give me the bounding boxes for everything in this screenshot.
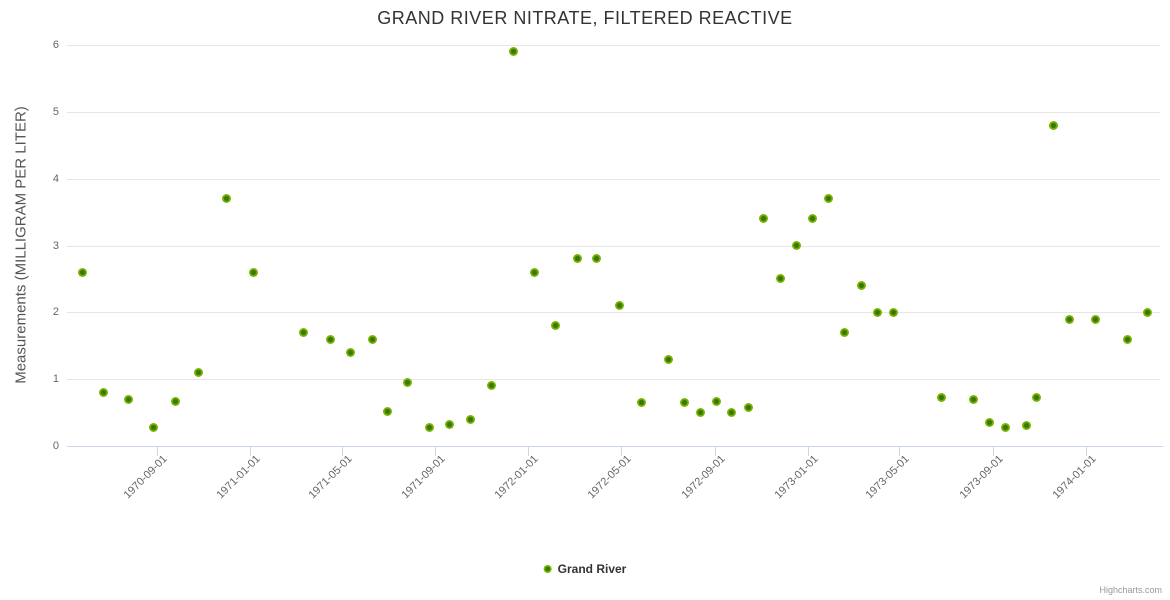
data-point[interactable]: [77, 267, 87, 277]
x-axis-tick: [435, 447, 436, 456]
data-point[interactable]: [1022, 421, 1032, 431]
data-point[interactable]: [775, 274, 785, 284]
x-axis-line: [67, 446, 1163, 447]
data-point[interactable]: [1090, 314, 1100, 324]
data-point[interactable]: [249, 267, 259, 277]
data-point[interactable]: [888, 307, 898, 317]
x-axis-tick: [993, 447, 994, 456]
legend-marker-icon: [543, 565, 552, 573]
data-point[interactable]: [823, 194, 833, 204]
x-axis-label: 1974-01-01: [1050, 453, 1099, 502]
x-axis-label: 1973-05-01: [863, 453, 912, 502]
data-point[interactable]: [124, 394, 134, 404]
y-gridline: [67, 312, 1160, 313]
chart-title: GRAND RIVER NITRATE, FILTERED REACTIVE: [377, 8, 793, 28]
data-point[interactable]: [1031, 392, 1041, 402]
data-point[interactable]: [170, 396, 180, 406]
x-axis-tick: [342, 447, 343, 456]
x-axis-label: 1973-09-01: [957, 453, 1006, 502]
data-point[interactable]: [325, 334, 335, 344]
data-point[interactable]: [695, 408, 705, 418]
x-axis-tick: [157, 447, 158, 456]
data-point[interactable]: [465, 414, 475, 424]
data-point[interactable]: [636, 398, 646, 408]
data-point[interactable]: [984, 418, 994, 428]
data-point[interactable]: [807, 214, 817, 224]
x-axis-label: 1972-05-01: [585, 453, 634, 502]
data-point[interactable]: [857, 281, 867, 291]
x-axis-tick: [899, 447, 900, 456]
data-point[interactable]: [221, 194, 231, 204]
data-point[interactable]: [614, 301, 624, 311]
data-point[interactable]: [1143, 307, 1153, 317]
data-point[interactable]: [509, 47, 519, 57]
x-axis-label: 1970-09-01: [121, 453, 170, 502]
data-point[interactable]: [487, 381, 497, 391]
y-gridline: [67, 45, 1160, 46]
data-point[interactable]: [1000, 422, 1010, 432]
data-point[interactable]: [403, 378, 413, 387]
y-gridline: [67, 246, 1160, 247]
data-point[interactable]: [758, 214, 768, 224]
data-point[interactable]: [663, 354, 673, 364]
y-axis-label: 1: [52, 373, 59, 385]
x-axis-tick: [528, 447, 529, 456]
y-axis-label: 2: [52, 306, 59, 318]
data-point[interactable]: [382, 406, 392, 416]
y-axis-label: 4: [52, 173, 59, 185]
x-axis-label: 1972-01-01: [492, 453, 541, 502]
x-axis-label: 1971-01-01: [214, 453, 263, 502]
data-point[interactable]: [346, 347, 356, 357]
y-axis-label: 5: [52, 106, 59, 118]
data-point[interactable]: [1064, 314, 1074, 324]
highcharts-credits-link[interactable]: Highcharts.com: [1099, 585, 1162, 595]
data-point[interactable]: [936, 392, 946, 402]
x-axis-label: 1972-09-01: [679, 453, 728, 502]
y-gridline: [67, 379, 1160, 380]
data-point[interactable]: [1048, 120, 1058, 130]
x-axis-tick: [808, 447, 809, 456]
data-point[interactable]: [591, 254, 601, 264]
data-point[interactable]: [1122, 334, 1132, 344]
data-point[interactable]: [530, 267, 540, 277]
data-point[interactable]: [298, 327, 308, 337]
data-point[interactable]: [367, 334, 377, 344]
data-point[interactable]: [726, 408, 736, 418]
x-axis-tick: [1086, 447, 1087, 456]
y-axis-label: 0: [52, 440, 59, 452]
data-point[interactable]: [550, 321, 560, 331]
y-axis-label: 3: [52, 240, 59, 252]
x-axis-tick: [715, 447, 716, 456]
y-gridline: [67, 179, 1160, 180]
data-point[interactable]: [711, 396, 721, 406]
y-gridline: [67, 112, 1160, 113]
data-point[interactable]: [840, 327, 850, 337]
x-axis-tick: [621, 447, 622, 456]
x-axis-label: 1971-05-01: [306, 453, 355, 502]
data-point[interactable]: [679, 398, 689, 408]
data-point[interactable]: [572, 254, 582, 264]
data-point[interactable]: [99, 388, 109, 398]
data-point[interactable]: [424, 422, 434, 432]
data-point[interactable]: [445, 420, 455, 430]
data-point[interactable]: [743, 403, 753, 413]
y-axis-label: 6: [52, 39, 59, 51]
data-point[interactable]: [968, 394, 978, 404]
x-axis-label: 1973-01-01: [772, 453, 821, 502]
data-point[interactable]: [194, 367, 204, 377]
data-point[interactable]: [872, 307, 882, 317]
x-axis-tick: [250, 447, 251, 456]
data-point[interactable]: [791, 241, 801, 250]
x-axis-label: 1971-09-01: [399, 453, 448, 502]
legend-item-grand-river[interactable]: Grand River: [543, 562, 627, 576]
legend-series-label: Grand River: [557, 562, 627, 576]
data-point[interactable]: [148, 422, 158, 432]
